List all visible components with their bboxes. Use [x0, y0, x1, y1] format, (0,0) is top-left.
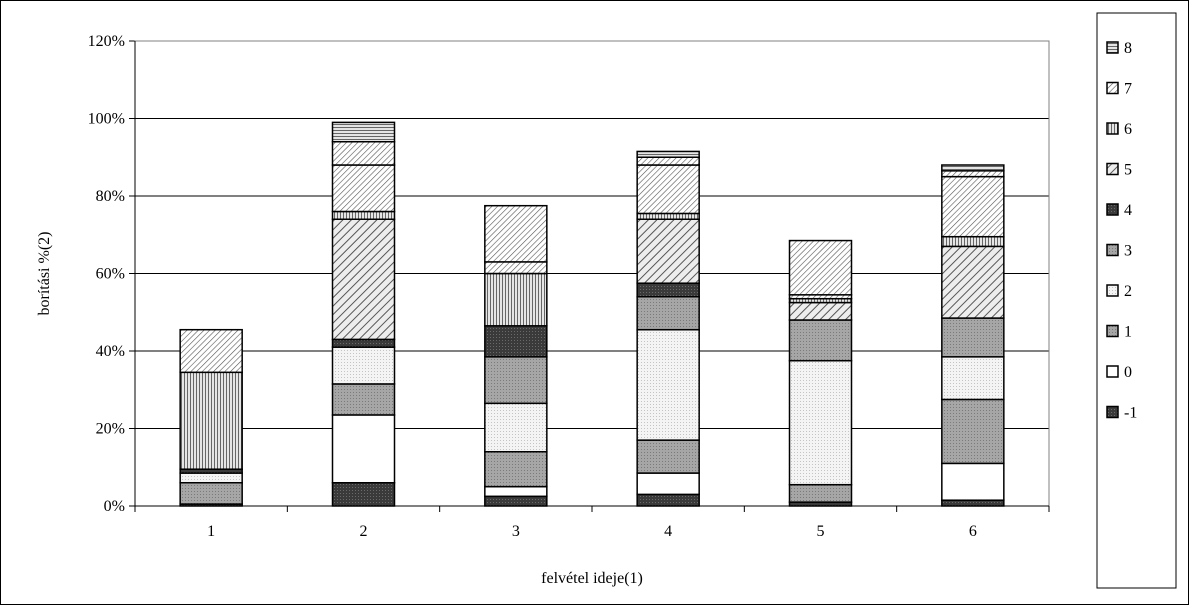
bar-segment [636, 296, 700, 331]
bar-segment [179, 328, 243, 374]
legend-label: 0 [1124, 364, 1132, 381]
bar-segment [941, 317, 1005, 358]
x-axis-title: felvétel ideje(1) [541, 570, 643, 587]
x-tick-label: 3 [512, 523, 520, 540]
legend-label: 6 [1124, 121, 1132, 138]
bar-segment [636, 156, 700, 166]
bar-segment [484, 204, 548, 263]
bar-segment [636, 150, 700, 158]
bar-segment [331, 346, 396, 385]
x-tick-label: 4 [664, 523, 672, 540]
y-axis-title: borítási %(2) [36, 232, 53, 316]
legend-box [1096, 12, 1177, 589]
legend-label: -1 [1124, 405, 1137, 422]
bar-segment [941, 164, 1005, 172]
bar-segment [484, 495, 548, 507]
y-tick-label: 20% [96, 421, 125, 438]
legend-label: 4 [1124, 202, 1132, 219]
bar-segment [636, 439, 700, 474]
legend-label: 2 [1124, 283, 1132, 300]
x-tick-label: 5 [817, 523, 825, 540]
bar-segment [484, 261, 548, 275]
bar-segment [331, 210, 396, 220]
bar-segment [941, 462, 1005, 501]
grid-lines [135, 40, 1049, 429]
bar-segment [331, 482, 396, 507]
legend-swatch [1106, 41, 1119, 54]
bar-segment [636, 328, 700, 441]
y-tick-label: 80% [96, 188, 125, 205]
bar-segment [331, 164, 396, 213]
axes-layer: 0% 20% 40% 60% 80% 100% 120% 1 2 3 4 5 6 felvétel ide… [36, 33, 1050, 587]
bar-segment [179, 482, 243, 505]
legend-swatch [1106, 324, 1119, 338]
bar-segment [788, 359, 853, 486]
legend-label: 8 [1124, 40, 1132, 57]
bar-segment [788, 239, 853, 296]
x-tick-label: 2 [360, 523, 368, 540]
bar-segment [636, 218, 700, 284]
bar-segment [331, 121, 396, 143]
bar-segment [484, 325, 548, 358]
legend-label: 3 [1124, 243, 1132, 260]
bar-segment [941, 175, 1005, 238]
legend-swatch [1106, 81, 1119, 95]
bar-segment [179, 371, 243, 470]
legend-label: 5 [1124, 162, 1132, 179]
bar-segment [331, 414, 396, 484]
x-tick-label: 1 [207, 523, 215, 540]
legend-label: 1 [1124, 324, 1132, 341]
x-tick-label: 6 [969, 523, 977, 540]
bar-segment [484, 485, 548, 498]
bar-segment [331, 338, 396, 348]
y-tick-label: 0% [104, 498, 125, 515]
bar-segment [484, 451, 548, 488]
legend-swatch [1106, 284, 1119, 297]
legend-swatch [1106, 203, 1119, 216]
y-tick-label: 40% [96, 343, 125, 360]
bar-segment [636, 472, 700, 496]
bar-segment [484, 402, 548, 453]
y-tick-label: 120% [88, 33, 125, 50]
legend-swatch [1106, 243, 1119, 257]
legend-swatch [1106, 162, 1119, 176]
bars-layer [179, 121, 1005, 507]
y-tick-label: 100% [88, 111, 125, 128]
y-tick-label: 60% [96, 266, 125, 283]
bar-segment [636, 164, 700, 215]
bar-segment [484, 272, 548, 327]
bar-segment [941, 356, 1005, 401]
bar-segment [331, 141, 396, 166]
bar-segment [636, 212, 700, 220]
bar-segment [636, 282, 700, 298]
bar-segment [331, 383, 396, 416]
bar-segment [788, 483, 853, 503]
bar-segment [941, 245, 1005, 319]
bar-segment [636, 493, 700, 507]
legend-label: 7 [1124, 81, 1132, 98]
legend-swatch [1106, 405, 1119, 419]
bar-segment [941, 170, 1005, 178]
bar-segment [941, 235, 1005, 248]
legend-swatch [1106, 365, 1119, 378]
bar-segment [941, 499, 1005, 507]
bar-segment [179, 472, 243, 484]
legend: 8 7 6 5 4 3 2 1 0 -1 [1096, 12, 1177, 589]
bar-segment [788, 301, 853, 321]
bar-segment [941, 398, 1005, 465]
legend-swatch [1106, 122, 1119, 135]
bar-segment [484, 356, 548, 405]
bar-segment [788, 319, 853, 362]
bar-segment [331, 218, 396, 341]
